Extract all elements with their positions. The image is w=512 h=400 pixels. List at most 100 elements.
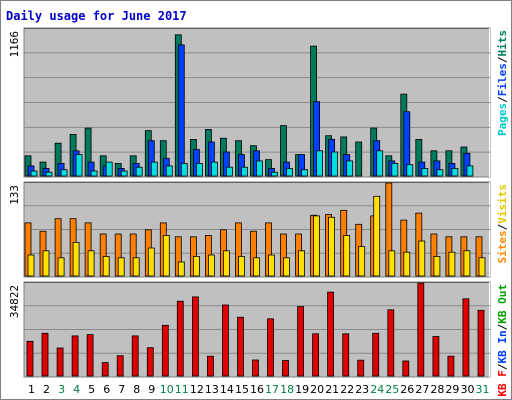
bar-sites-visits	[102, 255, 110, 277]
bar-sites-visits	[147, 247, 155, 277]
bar-hits-pages	[75, 154, 83, 177]
day-label: 8	[133, 383, 140, 396]
bar-kbytes-kb-f	[462, 298, 470, 377]
bar-hits-files	[177, 44, 185, 177]
day-label: 12	[190, 383, 204, 396]
day-label: 27	[415, 383, 429, 396]
day-labels: 1 2 3 4 5 6 7 8 9 10 11 12 13 14 15 16 17 18 19 20 21 22 23 24 2…	[28, 383, 490, 396]
day-label: 3	[58, 383, 65, 396]
bar-sites-visits	[388, 250, 396, 277]
day-label: 16	[250, 383, 264, 396]
bar-sites-visits	[132, 257, 140, 277]
legend-item: KB F	[496, 370, 509, 397]
legend-item: /	[496, 323, 509, 330]
panel-hits-legend: Pages/Files/Hits	[496, 30, 509, 136]
day-label: 13	[205, 383, 219, 396]
bar-kbytes-kb-f	[417, 282, 425, 377]
legend-item: /	[496, 96, 509, 103]
bar-sites-visits	[27, 254, 35, 277]
day-label: 30	[461, 383, 475, 396]
bar-kbytes-kb-f	[41, 332, 49, 377]
day-label: 1	[28, 383, 35, 396]
bar-kbytes-kb-f	[327, 291, 335, 377]
bar-hits-pages	[436, 169, 444, 177]
panel-hits: 1166 Pages/Files/Hits	[8, 27, 509, 178]
bar-hits-pages	[30, 170, 38, 177]
panel-sites-ymax-label: 133	[8, 185, 21, 205]
day-label: 28	[430, 383, 444, 396]
bar-sites-visits	[478, 257, 486, 277]
bar-hits-pages	[301, 169, 309, 177]
panel-kbytes-ymax-label: 34822	[8, 285, 21, 318]
bar-hits-pages	[225, 166, 233, 177]
panel-hits-ymax-label: 1166	[8, 31, 21, 58]
bar-kbytes-kb-f	[402, 360, 410, 377]
legend-item: /	[496, 363, 509, 370]
bar-hits-pages	[316, 150, 324, 177]
bar-hits-pages	[120, 170, 128, 177]
day-label: 2	[43, 383, 50, 396]
bar-kbytes-kb-f	[252, 359, 259, 377]
day-label: 25	[385, 383, 399, 396]
bar-hits-pages	[90, 170, 98, 177]
day-label: 6	[103, 383, 110, 396]
bar-hits-pages	[376, 150, 384, 177]
legend-item: Hits	[496, 30, 509, 57]
bar-sites-visits	[313, 215, 321, 277]
bar-kbytes-kb-f	[342, 333, 350, 377]
bar-kbytes-kb-f	[312, 333, 320, 377]
bar-hits-pages	[421, 167, 429, 177]
bar-hits-pages	[241, 166, 248, 177]
day-label: 22	[340, 383, 354, 396]
bar-kbytes-kb-f	[297, 306, 305, 377]
bar-hits-pages	[60, 169, 68, 177]
bar-sites-visits	[72, 241, 80, 277]
bar-kbytes-kb-f	[206, 355, 214, 377]
legend-item: KB Out	[496, 284, 509, 324]
bar-sites-visits	[403, 251, 411, 277]
bar-sites-visits	[448, 251, 456, 277]
legend-item: Sites	[496, 230, 509, 263]
day-label: 24	[370, 383, 384, 396]
day-label: 5	[88, 383, 95, 396]
bar-sites-visits	[463, 250, 471, 277]
bar-hits-pages	[406, 164, 414, 177]
bar-kbytes-kb-f	[237, 316, 244, 377]
bar-sites-visits	[433, 255, 441, 277]
bar-sites-visits	[238, 255, 245, 277]
bar-kbytes-kb-f	[86, 334, 94, 377]
legend-item: KB In	[496, 330, 509, 363]
bar-kbytes-kb-f	[101, 362, 109, 377]
bar-sites-visits	[57, 257, 65, 277]
day-label: 17	[265, 383, 279, 396]
day-label: 26	[400, 383, 414, 396]
bar-sites-visits	[373, 195, 381, 277]
chart-panels: 1166Pages/Files/Hits133Sites/Visits34822…	[8, 27, 509, 397]
panel-kbytes-legend: KB F/KB In/KB Out	[496, 284, 509, 397]
day-label: 15	[235, 383, 249, 396]
bar-kbytes-kb-f	[131, 335, 139, 377]
bar-hits-pages	[180, 162, 188, 177]
legend-item: /	[496, 223, 509, 230]
bar-sites-visits	[87, 250, 95, 277]
bar-kbytes-kb-f	[176, 300, 184, 377]
bar-sites-visits	[358, 246, 366, 277]
day-label: 10	[160, 383, 174, 396]
day-label: 31	[476, 383, 490, 396]
bar-sites-visits	[328, 216, 336, 277]
bar-kbytes-kb-f	[221, 304, 229, 377]
day-label: 23	[355, 383, 369, 396]
bar-sites-visits	[42, 250, 50, 277]
bar-kbytes-kb-f	[71, 335, 79, 377]
bar-sites-visits	[177, 261, 185, 277]
bar-sites-visits	[268, 254, 275, 277]
bar-sites-visits	[283, 257, 290, 277]
legend-item: Files	[496, 63, 509, 96]
bar-hits-pages	[135, 166, 143, 177]
bar-hits-pages	[195, 162, 203, 177]
bar-kbytes-kb-f	[357, 359, 365, 377]
bar-kbytes-kb-f	[477, 309, 485, 377]
bar-sites-visits	[222, 250, 230, 277]
legend-item: /	[496, 56, 509, 63]
